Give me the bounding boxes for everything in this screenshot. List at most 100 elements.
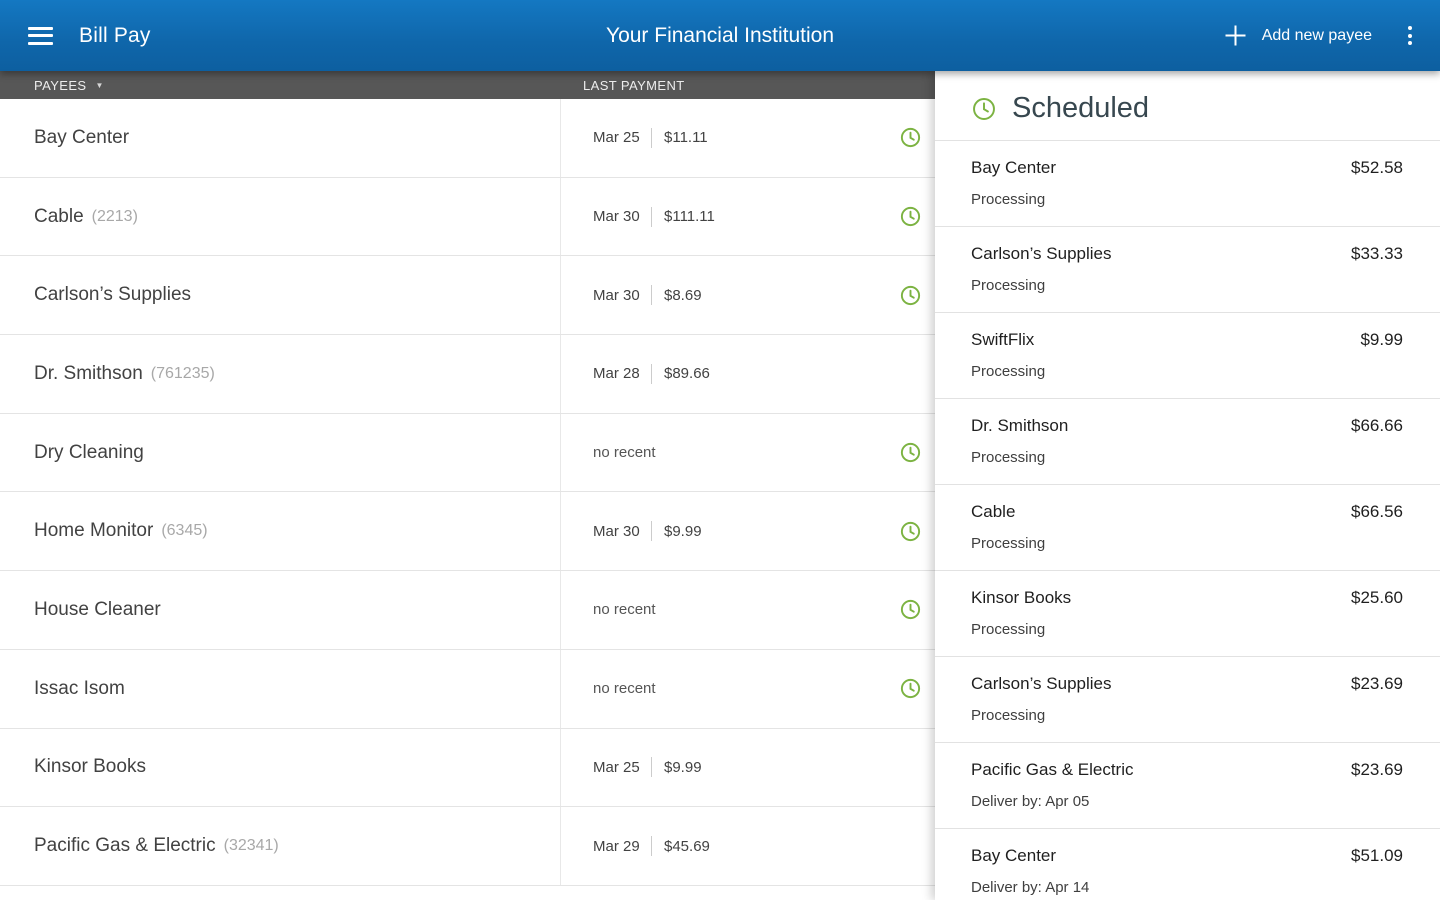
scheduled-list-item[interactable]: Bay Center $51.09 Deliver by: Apr 14 — [935, 828, 1440, 900]
payment-amount: $45.69 — [664, 837, 710, 855]
plus-icon — [1222, 22, 1249, 49]
scheduled-status: Processing — [971, 277, 1046, 294]
scheduled-amount: $66.66 — [1351, 416, 1403, 435]
scheduled-status: Processing — [971, 363, 1046, 380]
scheduled-clock-icon[interactable] — [898, 677, 922, 701]
scheduled-payee-name: Cable — [971, 502, 1016, 521]
payee-name: Bay Center — [34, 126, 130, 148]
add-new-payee-button[interactable]: Add new payee — [1222, 22, 1372, 49]
table-row[interactable]: Dry Cleaning no recent — [0, 413, 935, 493]
scheduled-payee-name: Dr. Smithson — [971, 416, 1069, 435]
last-payment-cell: no recent — [560, 413, 935, 492]
payment-date: Mar 29 — [593, 837, 640, 855]
no-recent-label: no recent — [593, 601, 656, 619]
payee-cell: House Cleaner — [0, 571, 560, 649]
institution-title: Your Financial Institution — [605, 23, 835, 47]
sort-caret-icon: ▼ — [95, 80, 104, 90]
scheduled-payee-name: Kinsor Books — [971, 588, 1072, 607]
scheduled-status: Processing — [971, 535, 1046, 552]
payment-date: Mar 25 — [593, 129, 640, 147]
payee-account-number: (2213) — [91, 207, 138, 225]
payment-amount: $89.66 — [664, 365, 710, 383]
overflow-menu-icon[interactable] — [1402, 20, 1418, 51]
scheduled-clock-icon[interactable] — [898, 519, 922, 543]
scheduled-amount: $52.58 — [1351, 158, 1403, 177]
no-recent-label: no recent — [593, 680, 656, 698]
payment-date: Mar 28 — [593, 365, 640, 383]
last-payment-cell: Mar 25 $11.11 — [560, 99, 935, 177]
scheduled-status: Deliver by: Apr 05 — [971, 793, 1090, 810]
table-row[interactable]: Cable (2213) Mar 30 $111.11 — [0, 177, 935, 257]
scheduled-clock-icon[interactable] — [898, 598, 922, 622]
no-recent-label: no recent — [593, 444, 656, 462]
payee-account-number: (32341) — [223, 837, 279, 855]
scheduled-list-item[interactable]: Carlson’s Supplies $33.33 Processing — [935, 226, 1440, 312]
scheduled-amount: $66.56 — [1351, 502, 1403, 521]
table-row[interactable]: Carlson’s Supplies Mar 30 $8.69 — [0, 256, 935, 336]
payee-cell: Cable (2213) — [0, 178, 560, 256]
scheduled-amount: $51.09 — [1351, 846, 1403, 865]
payment-date: Mar 30 — [593, 286, 640, 304]
scheduled-clock-icon[interactable] — [898, 126, 922, 150]
table-row[interactable]: House Cleaner no recent — [0, 571, 935, 650]
date-amount-divider — [651, 206, 652, 227]
scheduled-list-item[interactable]: Pacific Gas & Electric $23.69 Deliver by… — [935, 742, 1440, 828]
table-row[interactable]: Issac Isom no recent — [0, 649, 935, 729]
last-payment-column-label: LAST PAYMENT — [583, 77, 685, 93]
table-row[interactable]: Home Monitor (6345) Mar 30 $9.99 — [0, 492, 935, 572]
scheduled-panel: Scheduled Bay Center $52.58 Processing C… — [935, 71, 1440, 900]
scheduled-list-item[interactable]: Dr. Smithson $66.66 Processing — [935, 398, 1440, 484]
payee-name: Home Monitor — [34, 520, 154, 542]
scheduled-list-item[interactable]: Kinsor Books $25.60 Processing — [935, 570, 1440, 656]
scheduled-status: Processing — [971, 449, 1046, 466]
payees-column-label: PAYEES — [34, 77, 87, 93]
date-amount-divider — [651, 757, 652, 778]
app-bar: Bill Pay Your Financial Institution Add … — [0, 0, 1440, 71]
scheduled-payee-name: Carlson’s Supplies — [971, 244, 1112, 263]
scheduled-payee-name: Carlson’s Supplies — [971, 674, 1112, 693]
table-row[interactable]: Dr. Smithson (761235) Mar 28 $89.66 — [0, 335, 935, 414]
scheduled-payee-name: Pacific Gas & Electric — [971, 760, 1134, 779]
payment-date: Mar 30 — [593, 522, 640, 540]
payment-date: Mar 30 — [593, 208, 640, 226]
scheduled-payee-name: Bay Center — [971, 846, 1057, 865]
last-payment-cell: Mar 28 $89.66 — [560, 335, 935, 413]
scheduled-payee-name: SwiftFlix — [971, 330, 1035, 349]
payment-date: Mar 25 — [593, 758, 640, 776]
scheduled-list-item[interactable]: Carlson’s Supplies $23.69 Processing — [935, 656, 1440, 742]
date-amount-divider — [651, 521, 652, 542]
column-header-payees[interactable]: PAYEES ▼ — [0, 78, 560, 93]
scheduled-amount: $23.69 — [1351, 674, 1403, 693]
payees-table: PAYEES ▼ LAST PAYMENT Bay Center Mar 25 … — [0, 71, 935, 900]
scheduled-clock-icon[interactable] — [898, 205, 922, 229]
payment-amount: $9.99 — [664, 522, 702, 540]
last-payment-cell: Mar 25 $9.99 — [560, 728, 935, 807]
scheduled-clock-icon[interactable] — [898, 441, 922, 465]
table-row[interactable]: Bay Center Mar 25 $11.11 — [0, 99, 935, 178]
payment-amount: $8.69 — [664, 286, 702, 304]
scheduled-list-item[interactable]: Cable $66.56 Processing — [935, 484, 1440, 570]
date-amount-divider — [651, 363, 652, 384]
menu-icon[interactable] — [28, 23, 53, 49]
scheduled-list-item[interactable]: SwiftFlix $9.99 Processing — [935, 312, 1440, 398]
payee-cell: Issac Isom — [0, 650, 560, 728]
page-title: Bill Pay — [79, 23, 151, 47]
scheduled-amount: $25.60 — [1351, 588, 1403, 607]
scheduled-clock-icon[interactable] — [898, 283, 922, 307]
payee-name: Carlson’s Supplies — [34, 284, 192, 306]
last-payment-cell: Mar 29 $45.69 — [560, 807, 935, 885]
payee-name: Issac Isom — [34, 677, 125, 699]
table-row[interactable]: Pacific Gas & Electric (32341) Mar 29 $4… — [0, 807, 935, 886]
add-new-payee-label: Add new payee — [1261, 26, 1372, 44]
payee-account-number: (6345) — [161, 522, 208, 540]
payment-amount: $111.11 — [664, 208, 715, 226]
table-row[interactable]: Kinsor Books Mar 25 $9.99 — [0, 728, 935, 808]
payee-cell: Dry Cleaning — [0, 414, 560, 492]
scheduled-list-item[interactable]: Bay Center $52.58 Processing — [935, 140, 1440, 226]
last-payment-cell: Mar 30 $9.99 — [560, 492, 935, 571]
date-amount-divider — [651, 836, 652, 857]
scheduled-status: Processing — [971, 707, 1046, 724]
scheduled-payee-name: Bay Center — [971, 158, 1057, 177]
payee-cell: Pacific Gas & Electric (32341) — [0, 807, 560, 885]
payee-name: Dry Cleaning — [34, 441, 144, 463]
